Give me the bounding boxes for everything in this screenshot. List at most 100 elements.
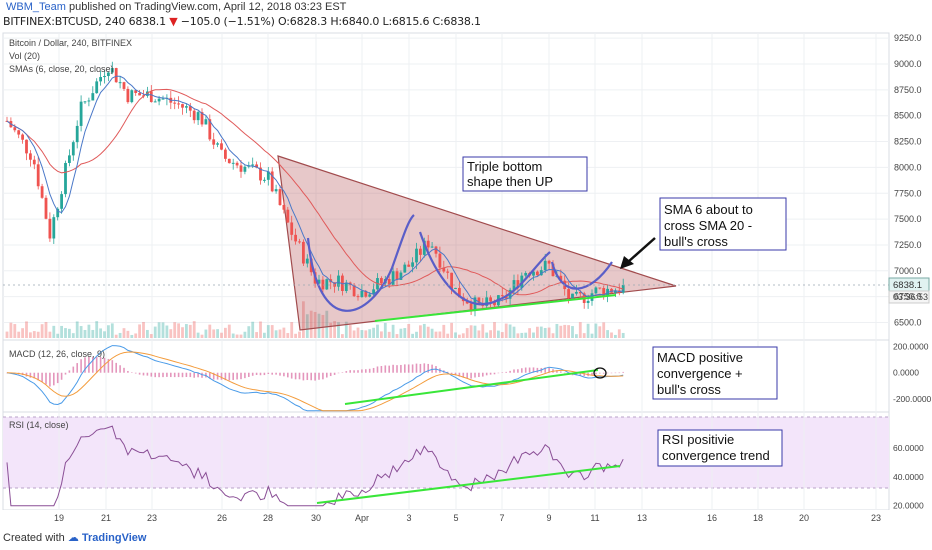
macd-hist-bar [361, 369, 363, 373]
macd-hist-bar [579, 372, 582, 376]
candle [415, 248, 418, 263]
macd-hist-bar [53, 372, 55, 386]
macd-hist-bar [99, 357, 102, 373]
macd-hist-bar [583, 372, 585, 377]
volume-bar [602, 322, 606, 338]
macd-hist-bar [501, 372, 504, 373]
volume-bar [419, 325, 422, 338]
annotation-rsi[interactable]: RSI positivie convergence trend [657, 429, 783, 467]
macd-hist-bar [68, 370, 71, 373]
volume-bar [290, 322, 294, 338]
macd-hist-bar [84, 357, 86, 373]
price-y-tick: 8500.0 [894, 111, 922, 121]
candle [333, 282, 336, 287]
volume-bar [169, 329, 173, 338]
candle [185, 106, 188, 108]
volume-bar [485, 332, 489, 338]
candle [110, 68, 114, 73]
volume-bar [364, 330, 368, 338]
volume-bar [21, 328, 24, 338]
volume-bar [563, 324, 567, 338]
candle [516, 280, 520, 288]
candle [263, 179, 266, 181]
volume-bar [532, 332, 535, 338]
candle [196, 112, 200, 121]
macd-hist-bar [37, 372, 39, 381]
macd-hist-bar [517, 369, 519, 373]
candle [344, 282, 348, 291]
candle [36, 164, 40, 187]
candle [157, 98, 161, 102]
macd-hist-bar [407, 364, 410, 373]
publish-text: published on TradingView.com, April 12, … [68, 1, 347, 13]
footer: Created with ☁ TradingView [3, 531, 146, 544]
volume-bar [528, 328, 531, 338]
candle [360, 290, 364, 298]
candle [434, 246, 438, 254]
macd-hist-bar [279, 372, 281, 376]
volume-bar [305, 314, 309, 338]
x-tick-label: 26 [217, 513, 227, 523]
candle [282, 205, 286, 210]
annotation-macd[interactable]: MACD positive convergence + bull's cross [652, 346, 778, 400]
price-panel[interactable] [2, 32, 890, 341]
macd-hist-bar [150, 372, 153, 377]
volume-bar [204, 329, 208, 338]
volume-bar [79, 326, 83, 338]
macd-hist-bar [372, 367, 375, 373]
volume-bar [422, 323, 426, 338]
macd-y-tick: 0.0000 [893, 368, 919, 378]
footer-brand[interactable]: TradingView [81, 532, 147, 544]
volume-bar [91, 329, 95, 338]
macd-hist-bar [64, 372, 67, 375]
volume-bar [539, 326, 543, 338]
candle [586, 300, 590, 304]
volume-bar [337, 322, 340, 338]
macd-hist-bar [380, 365, 383, 373]
candle [60, 194, 63, 209]
macd-y-tick: -200.0000 [893, 394, 932, 404]
macd-hist-bar [544, 367, 546, 373]
candle [87, 100, 91, 102]
x-tick-label: 19 [54, 513, 64, 523]
volume-bar [395, 334, 399, 338]
price-y-tick: 7250.0 [894, 240, 922, 250]
candle [130, 90, 134, 103]
volume-bar [477, 330, 481, 338]
candle [56, 208, 60, 218]
volume-bar [333, 321, 336, 338]
volume-bar [5, 331, 9, 338]
volume-bar [493, 322, 496, 338]
annotation-sma-cross[interactable]: SMA 6 about to cross SMA 20 - bull's cro… [659, 197, 787, 251]
price-y-tick: 8750.0 [894, 85, 922, 95]
author-link[interactable]: WBM_Team [6, 1, 66, 13]
macd-hist-bar [298, 372, 301, 380]
candle [68, 155, 71, 163]
volume-bar [321, 314, 325, 338]
candle [469, 303, 473, 310]
volume-bar [177, 323, 180, 338]
candle [188, 106, 192, 111]
price-y-tick: 7750.0 [894, 188, 922, 198]
candle [356, 296, 360, 298]
macd-hist-bar [115, 362, 117, 373]
macd-hist-bar [33, 372, 36, 379]
candle [227, 158, 231, 164]
macd-hist-bar [236, 372, 238, 380]
annotation-triple-bottom[interactable]: Triple bottom shape then UP [462, 156, 588, 192]
macd-hist-bar [302, 372, 305, 381]
volume-bar [450, 322, 453, 338]
candle [44, 197, 48, 219]
volume-bar [75, 321, 79, 338]
annotation-line: convergence trend [662, 448, 770, 463]
candle [532, 271, 535, 276]
candle [21, 134, 24, 140]
volume-bar [411, 333, 414, 338]
volume-bar [575, 334, 578, 338]
macd-hist-bar [197, 372, 199, 378]
annotation-line: RSI positivie [662, 432, 734, 447]
candle [395, 271, 399, 280]
macd-hist-bar [462, 372, 465, 378]
candle [391, 271, 395, 285]
